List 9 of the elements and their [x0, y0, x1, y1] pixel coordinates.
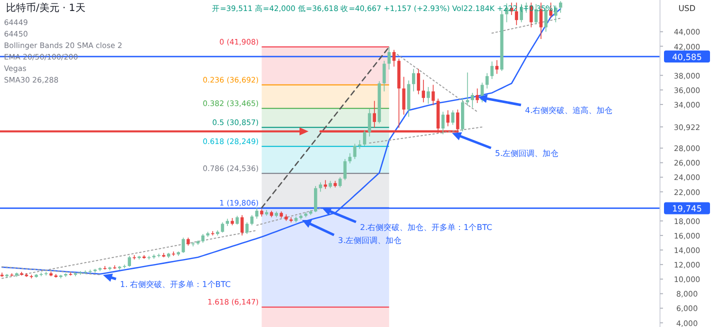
chart-title: 比特币/美元 · 1天: [6, 2, 86, 14]
annotation: 1. 右侧突破、开多单：1个BTC: [120, 280, 232, 289]
annotation: 4.右侧突破、追高、加仓: [525, 106, 613, 115]
ref-line-label: 40,585: [672, 53, 702, 64]
annotation: 3.左侧回调、加仓: [338, 236, 402, 245]
y-axis-title: USD: [678, 4, 696, 13]
ref-line-label: 19,745: [672, 204, 702, 215]
annotation: 5.左侧回调、加仓: [495, 149, 559, 158]
annotation: 2.右侧突破、加仓、开多单：1个BTC: [360, 223, 493, 232]
